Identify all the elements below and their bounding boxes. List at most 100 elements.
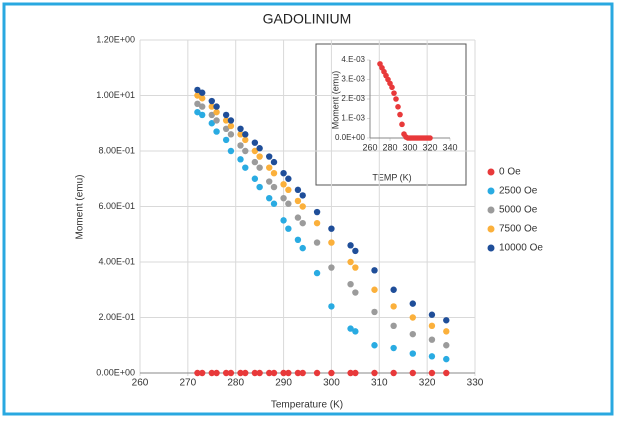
point bbox=[347, 369, 354, 377]
point bbox=[347, 242, 354, 249]
point bbox=[208, 111, 215, 119]
point bbox=[199, 89, 206, 96]
y-tick-label: 1.20E+00 bbox=[96, 34, 135, 44]
point bbox=[266, 178, 273, 185]
y-tick-label: 3.E-03 bbox=[341, 75, 365, 84]
point bbox=[395, 104, 401, 110]
point bbox=[390, 322, 397, 330]
point bbox=[294, 214, 302, 221]
point bbox=[266, 369, 273, 377]
point bbox=[256, 369, 263, 377]
point bbox=[208, 103, 215, 110]
point bbox=[428, 369, 436, 377]
inset-frame bbox=[315, 43, 467, 186]
point bbox=[280, 194, 287, 202]
point bbox=[266, 164, 273, 171]
point bbox=[294, 186, 302, 194]
point bbox=[194, 86, 201, 94]
point bbox=[443, 342, 450, 349]
point bbox=[237, 131, 244, 138]
legend-label: 5000 Oe bbox=[499, 205, 538, 216]
point bbox=[199, 111, 206, 119]
point bbox=[428, 311, 436, 318]
point bbox=[194, 108, 201, 116]
point bbox=[270, 200, 278, 207]
point bbox=[428, 322, 436, 330]
point bbox=[213, 128, 220, 135]
point bbox=[313, 239, 321, 246]
point bbox=[285, 200, 292, 207]
x-tick-label: 280 bbox=[382, 142, 397, 152]
point bbox=[390, 303, 397, 310]
chart-title: GADOLINIUM bbox=[263, 11, 352, 27]
point bbox=[222, 125, 230, 132]
point bbox=[227, 147, 235, 155]
y-tick-label: 0.0E+00 bbox=[335, 133, 366, 142]
point bbox=[237, 369, 244, 377]
point bbox=[352, 247, 359, 255]
legend-marker bbox=[487, 206, 495, 214]
point bbox=[371, 267, 378, 274]
point bbox=[347, 281, 354, 288]
point bbox=[390, 344, 397, 352]
point bbox=[256, 183, 263, 191]
y-tick-label: 6.00E-01 bbox=[98, 201, 135, 211]
y-tick-label: 2.E-03 bbox=[341, 94, 365, 103]
point bbox=[194, 92, 201, 99]
point bbox=[222, 369, 230, 377]
point bbox=[299, 192, 306, 199]
point bbox=[409, 330, 416, 338]
point bbox=[270, 369, 278, 377]
point bbox=[280, 217, 287, 224]
point bbox=[213, 117, 220, 124]
point bbox=[352, 264, 359, 271]
point bbox=[199, 95, 206, 102]
point bbox=[251, 147, 259, 155]
point bbox=[390, 369, 397, 377]
point bbox=[242, 136, 249, 144]
point bbox=[389, 84, 395, 91]
point bbox=[328, 239, 335, 246]
point bbox=[242, 164, 249, 171]
x-tick-label: 300 bbox=[323, 378, 340, 389]
point bbox=[222, 111, 230, 119]
point bbox=[428, 336, 436, 343]
legend-marker bbox=[487, 168, 495, 176]
y-tick-label: 1.E-03 bbox=[341, 114, 365, 123]
point bbox=[222, 136, 230, 144]
point bbox=[428, 353, 436, 360]
point bbox=[328, 369, 335, 377]
point bbox=[213, 369, 220, 377]
point bbox=[299, 369, 306, 377]
point bbox=[393, 96, 399, 102]
legend-marker bbox=[487, 225, 495, 233]
point bbox=[443, 369, 450, 377]
point bbox=[371, 342, 378, 349]
point bbox=[242, 147, 249, 155]
y-tick-label: 4.00E-01 bbox=[98, 256, 135, 266]
point bbox=[285, 225, 292, 232]
legend-label: 10000 Oe bbox=[499, 243, 543, 254]
point bbox=[208, 120, 215, 127]
point bbox=[409, 300, 416, 307]
legend-label: 2500 Oe bbox=[499, 186, 538, 197]
point bbox=[352, 328, 359, 335]
point bbox=[397, 111, 403, 118]
x-tick-label: 260 bbox=[132, 378, 149, 389]
x-tick-label: 300 bbox=[402, 142, 417, 152]
point bbox=[313, 369, 321, 377]
point bbox=[328, 303, 335, 310]
point bbox=[280, 181, 287, 188]
point bbox=[409, 369, 416, 377]
point bbox=[194, 369, 201, 377]
y-tick-label: 2.00E-01 bbox=[98, 312, 135, 322]
point bbox=[213, 108, 220, 116]
point bbox=[313, 219, 321, 227]
point bbox=[251, 139, 259, 146]
point bbox=[347, 258, 354, 266]
y-tick-label: 0.00E+00 bbox=[96, 367, 135, 377]
point bbox=[270, 170, 278, 177]
point bbox=[251, 158, 259, 166]
point bbox=[294, 197, 302, 205]
point bbox=[285, 175, 292, 182]
